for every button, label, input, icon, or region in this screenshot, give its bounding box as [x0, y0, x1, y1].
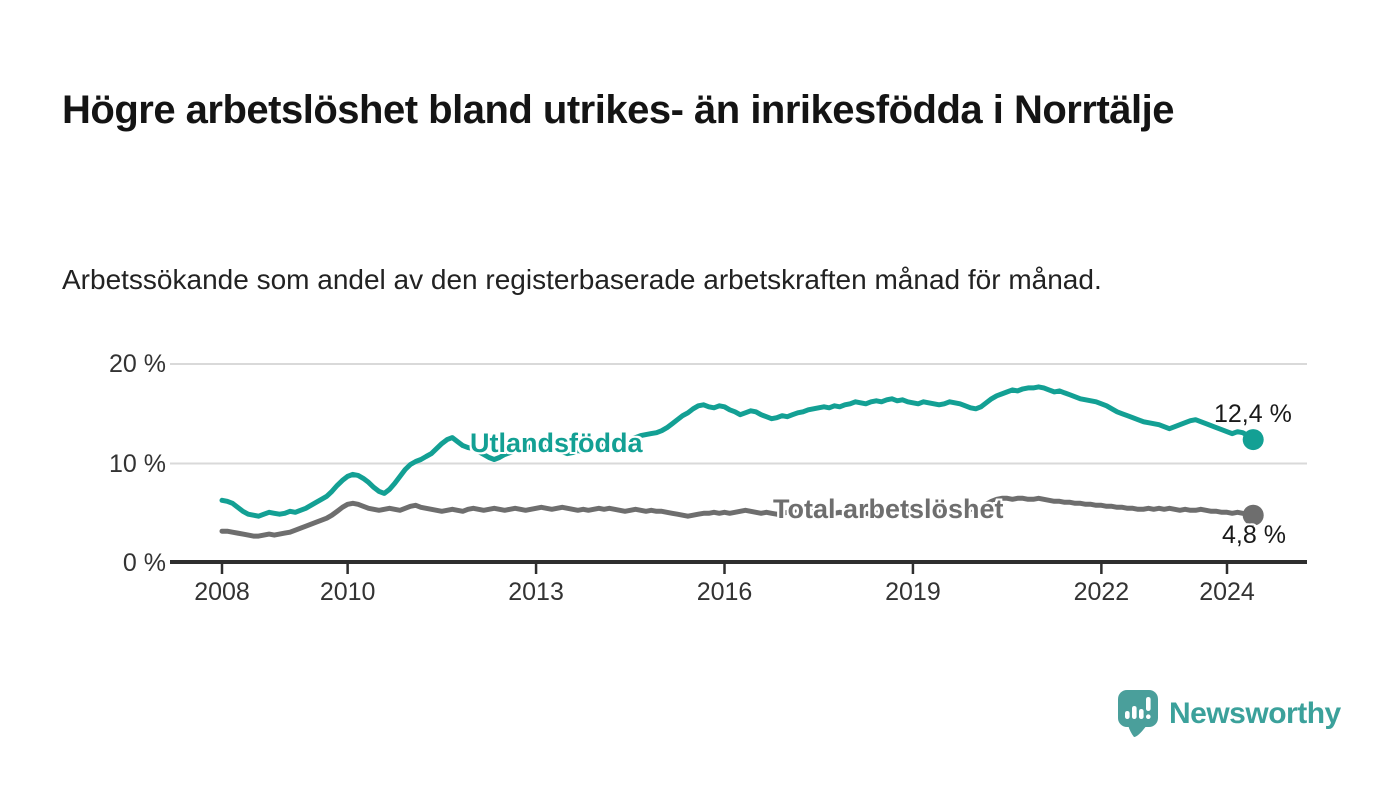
- end-value-total: 4,8 %: [1222, 521, 1286, 549]
- x-tick-label: 2010: [319, 578, 376, 606]
- x-tick-label: 2022: [1073, 578, 1130, 606]
- series-label-total: Total arbetslöshet: [773, 494, 1004, 524]
- y-tick-label: 20 %: [109, 350, 166, 378]
- brand-name: Newsworthy: [1169, 696, 1341, 730]
- x-tick-label: 2019: [885, 578, 941, 606]
- page-title: Högre arbetslöshet bland utrikes- än inr…: [62, 87, 1174, 132]
- x-tick-label: 2008: [194, 578, 250, 606]
- chart-subtitle: Arbetssökande som andel av den registerb…: [62, 264, 1102, 295]
- series-label-utlandsfodda: Utlandsfödda: [470, 428, 643, 458]
- y-tick-label: 10 %: [109, 449, 166, 478]
- speech-bubble-bar-chart-icon: [1118, 690, 1158, 737]
- x-tick-label: 2016: [696, 578, 753, 606]
- newsworthy-branding: Newsworthy: [1117, 689, 1341, 738]
- x-tick-label: 2024: [1199, 578, 1255, 606]
- x-tick-label: 2013: [508, 578, 564, 606]
- y-tick-label: 0 %: [122, 549, 166, 577]
- end-value-utlandsfodda: 12,4 %: [1214, 400, 1292, 428]
